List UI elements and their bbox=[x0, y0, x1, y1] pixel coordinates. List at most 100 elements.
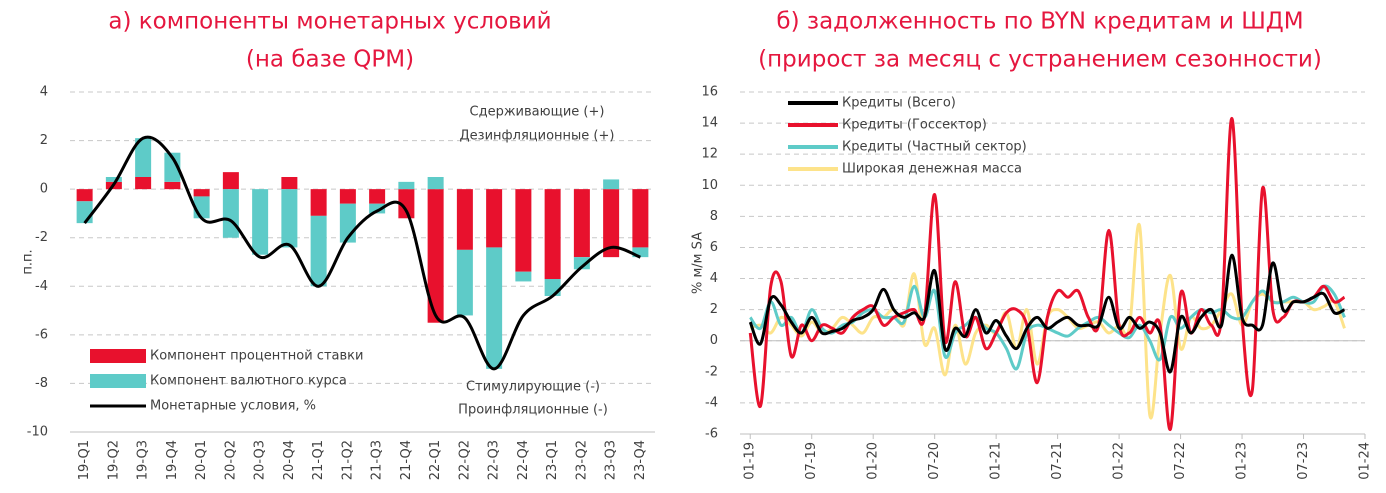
x-tick-label: 20-Q3 bbox=[253, 440, 268, 480]
bar bbox=[427, 177, 444, 190]
x-tick-label: 07-19 bbox=[804, 442, 819, 480]
y-tick-label: -8 bbox=[35, 376, 48, 391]
y-tick-label: -10 bbox=[27, 425, 48, 440]
x-tick-label: 21-Q2 bbox=[340, 440, 355, 480]
x-tick-label: 07-22 bbox=[1173, 442, 1188, 480]
y-tick-label: 0 bbox=[40, 182, 48, 197]
y-tick-label: 4 bbox=[40, 85, 48, 100]
bar bbox=[222, 172, 239, 190]
x-tick-label: 01-22 bbox=[1112, 442, 1127, 480]
bar bbox=[164, 181, 181, 190]
x-tick-label: 22-Q1 bbox=[428, 440, 443, 480]
chart-title: (прирост за месяц с устранением сезоннос… bbox=[758, 47, 1322, 73]
y-axis-label: % м/м SA bbox=[691, 232, 706, 294]
y-tick-label: 2 bbox=[40, 133, 48, 148]
y-tick-label: 6 bbox=[710, 240, 718, 255]
y-tick-label: -4 bbox=[705, 395, 718, 410]
x-tick-label: 07-23 bbox=[1296, 442, 1311, 480]
bar bbox=[310, 215, 327, 287]
bar bbox=[632, 247, 649, 258]
x-tick-label: 22-Q2 bbox=[457, 440, 472, 480]
x-tick-label: 01-24 bbox=[1358, 442, 1373, 480]
bar bbox=[310, 189, 327, 216]
bar bbox=[603, 179, 620, 190]
legend-label: Кредиты (Госсектор) bbox=[842, 118, 987, 133]
x-tick-label: 23-Q2 bbox=[574, 440, 589, 480]
bar bbox=[222, 189, 239, 238]
y-tick-label: -6 bbox=[705, 427, 718, 442]
x-tick-label: 20-Q1 bbox=[194, 440, 209, 480]
bar bbox=[603, 189, 620, 258]
x-tick-label: 23-Q1 bbox=[545, 440, 560, 480]
legend-swatch bbox=[90, 374, 146, 388]
chart-title: б) задолженность по BYN кредитам и ШДМ bbox=[776, 9, 1303, 35]
legend-label: Компонент валютного курса bbox=[150, 374, 347, 389]
bar bbox=[281, 189, 298, 248]
x-tick-label: 21-Q3 bbox=[370, 440, 385, 480]
x-tick-label: 22-Q3 bbox=[487, 440, 502, 480]
y-tick-label: -2 bbox=[705, 364, 718, 379]
bar bbox=[398, 189, 415, 219]
y-tick-label: 8 bbox=[710, 209, 718, 224]
x-tick-label: 22-Q4 bbox=[516, 440, 531, 480]
bar bbox=[632, 189, 649, 248]
x-tick-label: 21-Q1 bbox=[311, 440, 326, 480]
bar bbox=[105, 177, 122, 182]
bar bbox=[76, 201, 93, 224]
chart-title: а) компоненты монетарных условий bbox=[108, 9, 551, 35]
y-tick-label: 2 bbox=[710, 302, 718, 317]
x-tick-label: 23-Q4 bbox=[633, 440, 648, 480]
bar bbox=[339, 189, 356, 204]
bar bbox=[544, 189, 561, 279]
annotation: Проинфляционные (-) bbox=[458, 403, 608, 418]
x-tick-label: 21-Q4 bbox=[399, 440, 414, 480]
x-tick-label: 23-Q3 bbox=[604, 440, 619, 480]
annotation: Дезинфляционные (+) bbox=[460, 129, 615, 144]
x-tick-label: 19-Q4 bbox=[165, 440, 180, 480]
bar bbox=[76, 189, 93, 202]
x-tick-label: 20-Q4 bbox=[282, 440, 297, 480]
bar bbox=[456, 189, 473, 250]
x-tick-label: 01-19 bbox=[743, 442, 758, 480]
line bbox=[748, 116, 1346, 431]
legend-label: Компонент процентной ставки bbox=[150, 349, 363, 364]
bar bbox=[135, 138, 152, 177]
y-tick-label: -4 bbox=[35, 279, 48, 294]
bar bbox=[427, 189, 444, 323]
legend-label: Монетарные условия, % bbox=[150, 399, 316, 414]
y-tick-label: 0 bbox=[710, 333, 718, 348]
line bbox=[748, 253, 1346, 374]
bar bbox=[573, 257, 590, 270]
bar bbox=[544, 279, 561, 296]
bar bbox=[573, 189, 590, 258]
bar bbox=[486, 247, 503, 369]
bar bbox=[515, 271, 532, 282]
x-tick-label: 19-Q1 bbox=[77, 440, 92, 480]
bar bbox=[369, 189, 386, 204]
y-tick-label: -6 bbox=[35, 327, 48, 342]
y-tick-label: 10 bbox=[701, 178, 718, 193]
y-axis-label: п.п. bbox=[21, 249, 36, 274]
x-tick-label: 19-Q3 bbox=[136, 440, 151, 480]
bar bbox=[135, 177, 152, 190]
legend-label: Кредиты (Частный сектор) bbox=[842, 140, 1027, 155]
annotation: Стимулирующие (-) bbox=[466, 380, 600, 395]
chart-title: (на базе QPM) bbox=[246, 47, 414, 73]
bar bbox=[164, 152, 181, 182]
line bbox=[83, 135, 641, 371]
bar bbox=[456, 249, 473, 316]
legend-label: Кредиты (Всего) bbox=[842, 96, 956, 111]
bar bbox=[515, 189, 532, 272]
annotation: Сдерживающие (+) bbox=[470, 105, 605, 120]
bar bbox=[193, 189, 210, 197]
y-tick-label: 12 bbox=[701, 147, 718, 162]
legend-label: Широкая денежная масса bbox=[842, 162, 1022, 177]
y-tick-label: 14 bbox=[701, 116, 718, 131]
x-tick-label: 19-Q2 bbox=[106, 440, 121, 480]
bar bbox=[398, 181, 415, 190]
bar bbox=[281, 177, 298, 190]
x-tick-label: 01-21 bbox=[989, 442, 1004, 480]
bar bbox=[486, 189, 503, 248]
x-tick-label: 07-21 bbox=[1050, 442, 1065, 480]
x-tick-label: 01-23 bbox=[1235, 442, 1250, 480]
